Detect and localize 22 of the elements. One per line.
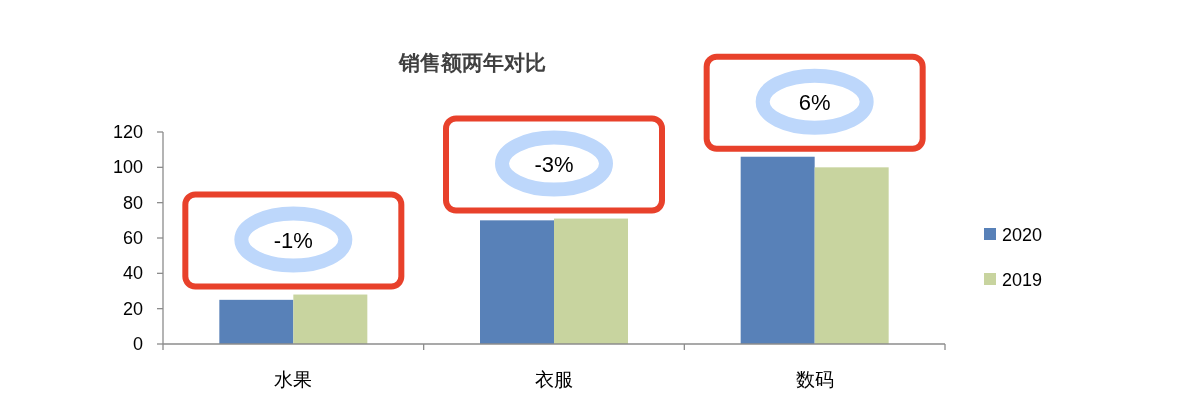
y-tick-label: 0 (132, 334, 143, 354)
x-tick-label: 衣服 (535, 369, 573, 390)
chart-title: 销售额两年对比 (397, 51, 546, 74)
bar (554, 218, 628, 344)
legend-label: 2019 (1002, 270, 1043, 290)
annotation: -1% (273, 227, 313, 253)
bar (814, 167, 889, 344)
y-tick-label: 100 (112, 157, 143, 178)
y-tick-label: 20 (122, 298, 143, 319)
bar (740, 156, 815, 344)
annotation: -3% (534, 151, 574, 177)
bar (293, 294, 368, 344)
y-tick-label: 80 (122, 192, 143, 213)
text: 6% (798, 89, 831, 115)
y-tick-label: 60 (122, 228, 143, 248)
legend-label: 2020 (1002, 225, 1043, 245)
x-tick-label: 水果 (274, 369, 313, 390)
y-tick-label: 120 (112, 122, 143, 142)
y-tick-label: 40 (122, 263, 143, 284)
x-tick-label: 数码 (795, 369, 834, 390)
bar (219, 299, 294, 344)
bar (480, 220, 554, 344)
